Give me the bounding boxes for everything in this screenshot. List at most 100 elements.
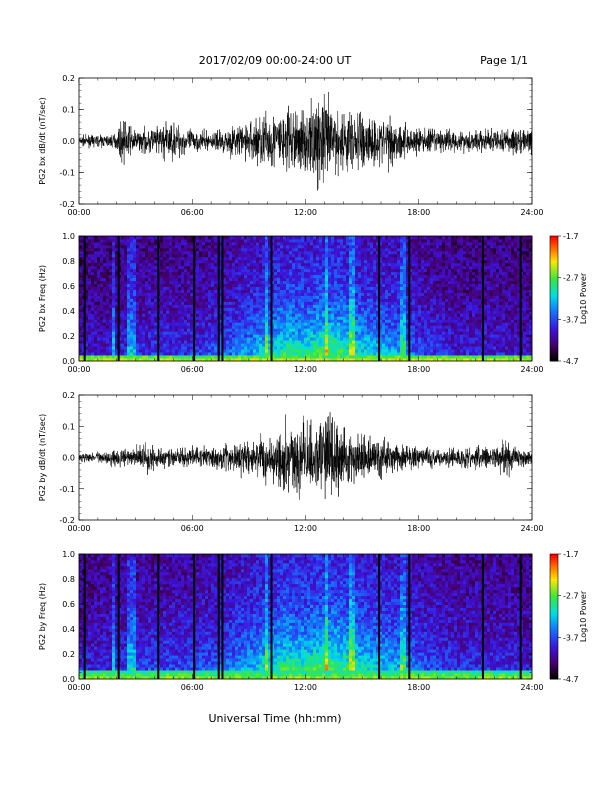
spectrogram-cell bbox=[211, 301, 215, 305]
spectrogram-cell bbox=[289, 295, 293, 299]
spectrogram-cell bbox=[304, 334, 308, 338]
spectrogram-cell bbox=[133, 238, 137, 243]
spectrogram-cell bbox=[382, 280, 386, 285]
spectrogram-cell bbox=[130, 328, 134, 332]
spectrogram-cell bbox=[262, 253, 266, 258]
spectrogram-cell bbox=[139, 313, 143, 317]
spectrogram-cell bbox=[88, 328, 92, 332]
spectrogram-cell bbox=[409, 236, 413, 240]
spectrogram-cell bbox=[346, 307, 350, 311]
spectrogram-cell bbox=[169, 295, 173, 299]
spectrogram-cell bbox=[289, 256, 293, 261]
spectrogram-cell bbox=[121, 331, 125, 335]
spectrogram-cell bbox=[262, 358, 266, 362]
spectrogram-cell bbox=[172, 310, 176, 314]
spectrogram-cell bbox=[241, 301, 245, 305]
spectrogram-cell bbox=[286, 322, 290, 326]
spectrogram-cell bbox=[367, 289, 371, 293]
spectrogram-cell bbox=[160, 313, 164, 317]
spectrogram-cell bbox=[385, 346, 389, 350]
spectrogram-cell bbox=[343, 280, 347, 285]
spectrogram-cell bbox=[355, 334, 359, 338]
spectrogram-cell bbox=[403, 298, 407, 302]
spectrogram-cell bbox=[184, 337, 188, 341]
spectrogram-cell bbox=[256, 286, 260, 290]
spectrogram-cell bbox=[172, 259, 176, 264]
spectrogram-cell bbox=[247, 271, 251, 276]
spectrogram-cell bbox=[295, 346, 299, 350]
spectrogram-cell bbox=[106, 337, 110, 341]
spectrogram-cell bbox=[286, 346, 290, 350]
spectrogram-cell bbox=[112, 301, 116, 305]
spectrogram-cell bbox=[277, 268, 281, 273]
spectrogram-cell bbox=[106, 286, 110, 290]
spectrogram-cell bbox=[295, 292, 299, 296]
spectrogram-cell bbox=[160, 352, 164, 356]
spectrogram-cell bbox=[127, 358, 131, 362]
spectrogram-cell bbox=[178, 340, 182, 344]
spectrogram-cell bbox=[178, 289, 182, 293]
spectrogram-cell bbox=[112, 331, 116, 335]
spectrogram-cell bbox=[244, 268, 248, 273]
spectrogram-cell bbox=[121, 274, 125, 279]
spectrogram-cell bbox=[394, 334, 398, 338]
spectrogram-cell bbox=[259, 286, 263, 290]
spectrogram-cell bbox=[238, 247, 242, 252]
spectrogram-cell bbox=[283, 322, 287, 326]
spectrogram-cell bbox=[262, 256, 266, 261]
spectrogram-cell bbox=[247, 355, 251, 359]
spectrogram-cell bbox=[196, 331, 200, 335]
spectrogram-cell bbox=[136, 313, 140, 317]
spectrogram-cell bbox=[79, 319, 83, 323]
spectrogram-cell bbox=[250, 334, 254, 338]
spectrogram-cell bbox=[301, 322, 305, 326]
spectrogram-cell bbox=[274, 271, 278, 276]
spectrogram-cell bbox=[406, 298, 410, 302]
spectrogram-cell bbox=[319, 346, 323, 350]
spectrogram-cell bbox=[424, 301, 428, 305]
spectrogram-cell bbox=[391, 352, 395, 356]
spectrogram-cell bbox=[175, 271, 179, 276]
spectrogram-cell bbox=[241, 244, 245, 249]
spectrogram-cell bbox=[256, 256, 260, 261]
spectrogram-cell bbox=[163, 271, 167, 276]
spectrogram-cell bbox=[349, 334, 353, 338]
spectrogram-cell bbox=[187, 247, 191, 252]
spectrogram-cell bbox=[187, 238, 191, 243]
spectrogram-cell bbox=[331, 313, 335, 317]
spectrogram-cell bbox=[232, 236, 236, 240]
spectrogram-cell bbox=[391, 337, 395, 341]
spectrogram-cell bbox=[301, 301, 305, 305]
spectrogram-cell bbox=[421, 241, 425, 246]
spectrogram-cell bbox=[352, 346, 356, 350]
spectrogram-cell bbox=[106, 256, 110, 261]
spectrogram-cell bbox=[367, 244, 371, 249]
spectrogram-cell bbox=[151, 304, 155, 308]
spectrogram-cell bbox=[373, 277, 377, 282]
spectrogram-cell bbox=[310, 343, 314, 347]
spectrogram-cell bbox=[346, 313, 350, 317]
spectrogram-cell bbox=[400, 310, 404, 314]
spectrogram-cell bbox=[295, 259, 299, 264]
spectrogram-cell bbox=[382, 349, 386, 353]
spectrogram-cell bbox=[247, 322, 251, 326]
spectrogram-cell bbox=[259, 268, 263, 273]
spectrogram-cell bbox=[424, 358, 428, 362]
spectrogram-cell bbox=[367, 241, 371, 246]
spectrogram-cell bbox=[151, 310, 155, 314]
spectrogram-cell bbox=[175, 283, 179, 287]
spectrogram-cell bbox=[208, 295, 212, 299]
spectrogram-cell bbox=[79, 301, 83, 305]
spectrogram-cell bbox=[223, 268, 227, 273]
spectrogram-cell bbox=[376, 328, 380, 332]
spectrogram-cell bbox=[115, 352, 119, 356]
spectrogram-cell bbox=[196, 268, 200, 273]
spectrogram-cell bbox=[127, 268, 131, 273]
spectrogram-cell bbox=[226, 313, 230, 317]
spectrogram-cell bbox=[181, 340, 185, 344]
spectrogram-cell bbox=[256, 358, 260, 362]
spectrogram-cell bbox=[421, 331, 425, 335]
spectrogram-cell bbox=[229, 238, 233, 243]
spectrogram-cell bbox=[415, 331, 419, 335]
spectrogram-cell bbox=[97, 307, 101, 311]
